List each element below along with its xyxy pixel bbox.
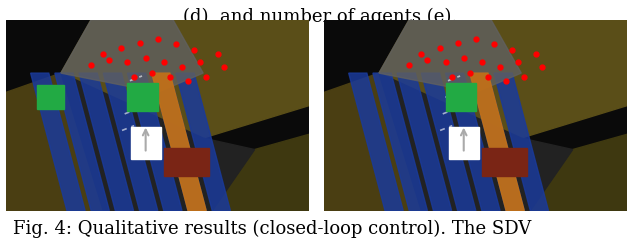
Bar <box>482 148 527 176</box>
Polygon shape <box>79 73 134 211</box>
Bar <box>127 83 158 111</box>
Polygon shape <box>379 73 573 211</box>
Polygon shape <box>176 73 230 211</box>
Polygon shape <box>373 73 428 211</box>
Bar <box>449 127 479 159</box>
Polygon shape <box>55 73 109 211</box>
Polygon shape <box>6 73 122 211</box>
Polygon shape <box>61 20 203 92</box>
Bar <box>445 83 476 111</box>
Polygon shape <box>212 134 309 211</box>
Polygon shape <box>61 73 255 211</box>
Polygon shape <box>379 20 521 92</box>
Polygon shape <box>152 73 206 211</box>
Polygon shape <box>445 73 500 211</box>
Polygon shape <box>61 20 309 138</box>
Bar <box>131 127 161 159</box>
Bar <box>164 148 209 176</box>
Polygon shape <box>470 73 524 211</box>
Polygon shape <box>6 20 309 211</box>
Polygon shape <box>152 73 206 211</box>
Polygon shape <box>31 73 85 211</box>
Polygon shape <box>127 73 182 211</box>
Polygon shape <box>470 73 524 211</box>
Polygon shape <box>397 73 452 211</box>
Polygon shape <box>531 134 627 211</box>
Polygon shape <box>494 73 548 211</box>
Polygon shape <box>349 73 403 211</box>
Polygon shape <box>324 73 440 211</box>
Polygon shape <box>103 73 158 211</box>
Bar <box>36 85 64 110</box>
Polygon shape <box>421 73 476 211</box>
Text: (d), and number of agents (e).: (d), and number of agents (e). <box>183 7 457 25</box>
Polygon shape <box>379 20 627 138</box>
Polygon shape <box>324 20 627 211</box>
Text: Fig. 4: Qualitative results (closed-loop control). The SDV: Fig. 4: Qualitative results (closed-loop… <box>13 220 531 238</box>
